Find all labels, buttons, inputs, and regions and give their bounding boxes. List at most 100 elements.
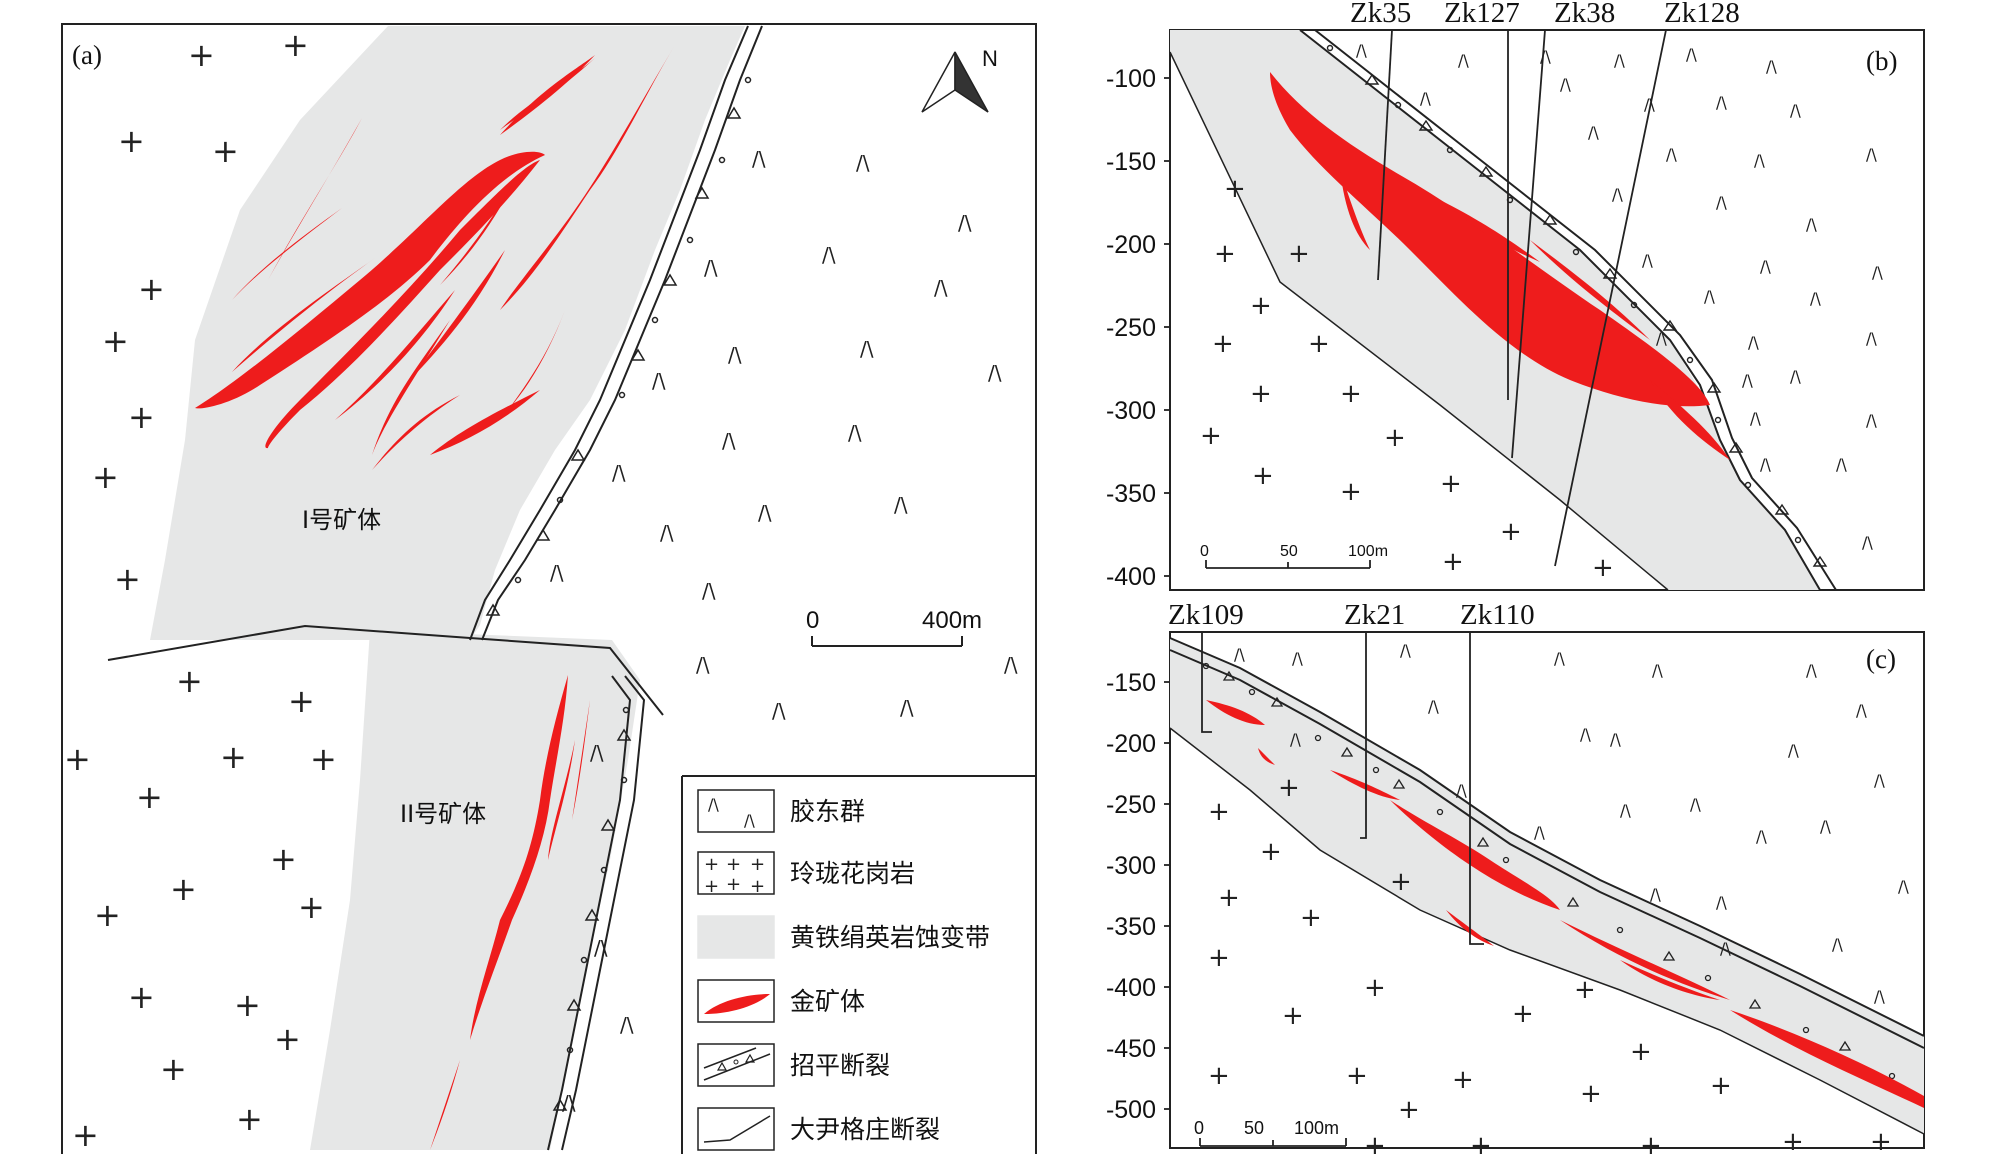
svg-text:+: + xyxy=(1340,477,1362,507)
svg-text:/\: /\ xyxy=(1742,371,1753,390)
svg-text:/\: /\ xyxy=(1704,287,1715,306)
legend-label-alteration: 黄铁绢英岩蚀变带 xyxy=(790,923,990,952)
scale-c-zero: 0 xyxy=(1194,1118,1204,1138)
svg-text:+: + xyxy=(94,896,121,934)
alteration-zone-lower xyxy=(310,630,640,1150)
svg-text:+: + xyxy=(1470,1131,1492,1154)
alteration-zone-c xyxy=(1170,638,1924,1134)
svg-text:/\: /\ xyxy=(1748,333,1759,352)
svg-text:/\: /\ xyxy=(1292,649,1303,668)
svg-text:/\: /\ xyxy=(1652,661,1663,680)
svg-text:/\: /\ xyxy=(1620,801,1631,820)
svg-text:/\: /\ xyxy=(1856,701,1867,720)
label-zk35: Zk35 xyxy=(1350,0,1411,29)
svg-text:/\: /\ xyxy=(1872,263,1883,282)
svg-text:+: + xyxy=(298,888,325,926)
svg-text:/\: /\ xyxy=(1650,885,1661,904)
panel-c: Zk109 Zk21 Zk110 -150 -200 -250 -300 -35… xyxy=(1106,599,1925,1154)
svg-text:+: + xyxy=(1252,461,1274,491)
svg-text:/\: /\ xyxy=(1806,661,1817,680)
fault-c-symbols xyxy=(1202,662,1896,1080)
svg-text:/\: /\ xyxy=(1866,329,1877,348)
svg-text:/\: /\ xyxy=(1790,367,1801,386)
svg-text:+: + xyxy=(1870,1127,1892,1154)
svg-text:/\: /\ xyxy=(1874,987,1885,1006)
svg-text:+: + xyxy=(1390,867,1412,897)
svg-text:/\: /\ xyxy=(1716,93,1727,112)
label-zk110: Zk110 xyxy=(1460,599,1535,631)
svg-text:+: + xyxy=(1278,773,1300,803)
ore-bodies-upper xyxy=(195,45,675,470)
svg-text:+: + xyxy=(282,26,309,64)
svg-text:/\: /\ xyxy=(652,369,666,393)
svg-text:+: + xyxy=(160,1050,187,1088)
svg-text:+: + xyxy=(128,398,155,436)
drillhole-labels-b: Zk35 Zk127 Zk38 Zk128 xyxy=(1350,0,1740,29)
svg-text:+: + xyxy=(1782,1127,1804,1154)
svg-text:+: + xyxy=(64,740,91,778)
scale-b-mid: 50 xyxy=(1280,543,1298,560)
granite-symbols-b: + + + + + + + + + + + + + + + + xyxy=(1200,174,1614,583)
svg-text:+: + xyxy=(102,322,129,360)
y-tick-c-1: -200 xyxy=(1106,730,1156,758)
svg-text:+: + xyxy=(274,1020,301,1058)
svg-text:/\: /\ xyxy=(894,493,908,517)
svg-text:/\: /\ xyxy=(722,429,736,453)
svg-text:/\: /\ xyxy=(1760,455,1771,474)
drillhole-zk35 xyxy=(1377,29,1393,281)
svg-text:+: + xyxy=(1580,1079,1602,1109)
drillhole-labels-c: Zk109 Zk21 Zk110 xyxy=(1168,599,1535,631)
y-tick-c-0: -150 xyxy=(1106,669,1156,697)
svg-text:/\: /\ xyxy=(704,256,718,280)
svg-text:+: + xyxy=(118,122,145,160)
alteration-base-c xyxy=(1169,727,1925,1135)
legend-item-alteration: 黄铁绢英岩蚀变带 xyxy=(697,915,990,959)
svg-text:/\: /\ xyxy=(900,696,914,720)
svg-text:+: + xyxy=(704,854,719,875)
svg-text:+: + xyxy=(726,854,741,875)
zhaoping-fault-edge-2 xyxy=(481,25,763,641)
svg-text:+: + xyxy=(750,854,765,875)
svg-text:/\: /\ xyxy=(1754,151,1765,170)
svg-text:+: + xyxy=(1300,903,1322,933)
svg-text:/\: /\ xyxy=(1644,95,1655,114)
svg-text:/\: /\ xyxy=(1420,89,1431,108)
drillhole-zk109 xyxy=(1201,632,1212,733)
legend-label-zhaoping-fault: 招平断裂 xyxy=(790,1051,890,1080)
svg-text:/\: /\ xyxy=(1716,893,1727,912)
svg-text:/\: /\ xyxy=(708,795,719,814)
svg-text:+: + xyxy=(1250,291,1272,321)
legend: /\/\ 胶东群 + + + + + + 玲珑花岗岩 黄铁绢英岩蚀变带 金矿体 xyxy=(681,775,1036,1154)
label-zk128: Zk128 xyxy=(1664,0,1740,29)
svg-text:+: + xyxy=(1212,329,1234,359)
label-zk38: Zk38 xyxy=(1554,0,1615,29)
y-tick-c-3: -300 xyxy=(1106,852,1156,880)
y-tick-b-3: -250 xyxy=(1106,314,1156,342)
svg-text:+: + xyxy=(1630,1037,1652,1067)
svg-text:/\: /\ xyxy=(1534,823,1545,842)
svg-text:+: + xyxy=(1208,1061,1230,1091)
svg-text:+: + xyxy=(1224,174,1246,204)
scale-c-mid: 50 xyxy=(1244,1118,1264,1138)
svg-text:/\: /\ xyxy=(1428,697,1439,716)
panel-b: Zk35 Zk127 Zk38 Zk128 -100 -150 -200 -25… xyxy=(1106,0,1925,591)
ore-bodies-c xyxy=(1206,700,1924,1108)
svg-text:/\: /\ xyxy=(1554,649,1565,668)
orebody-1-label: I号矿体 xyxy=(302,506,381,534)
drillhole-zk21 xyxy=(1360,632,1367,839)
fault-b-edge-2 xyxy=(1314,29,1837,591)
svg-text:+: + xyxy=(1364,1131,1386,1154)
jiaodong-symbols-b: /\ /\ /\ /\ /\ /\ /\ /\ /\ /\ /\ /\ /\ /\ /\ /\ /\ /\… xyxy=(1356,41,1883,552)
svg-text:+: + xyxy=(1208,797,1230,827)
svg-text:+: + xyxy=(1218,883,1240,913)
alteration-base-b xyxy=(1169,51,1669,591)
svg-text:/\: /\ xyxy=(860,337,874,361)
svg-text:+: + xyxy=(1364,973,1386,1003)
y-tick-b-6: -400 xyxy=(1106,563,1156,591)
scale-bar-a: 0 400m xyxy=(806,607,982,647)
svg-text:/\: /\ xyxy=(696,653,710,677)
y-tick-b-5: -350 xyxy=(1106,480,1156,508)
zhaoping-fault-edge-4 xyxy=(561,675,646,1151)
svg-text:/\: /\ xyxy=(1656,329,1667,348)
